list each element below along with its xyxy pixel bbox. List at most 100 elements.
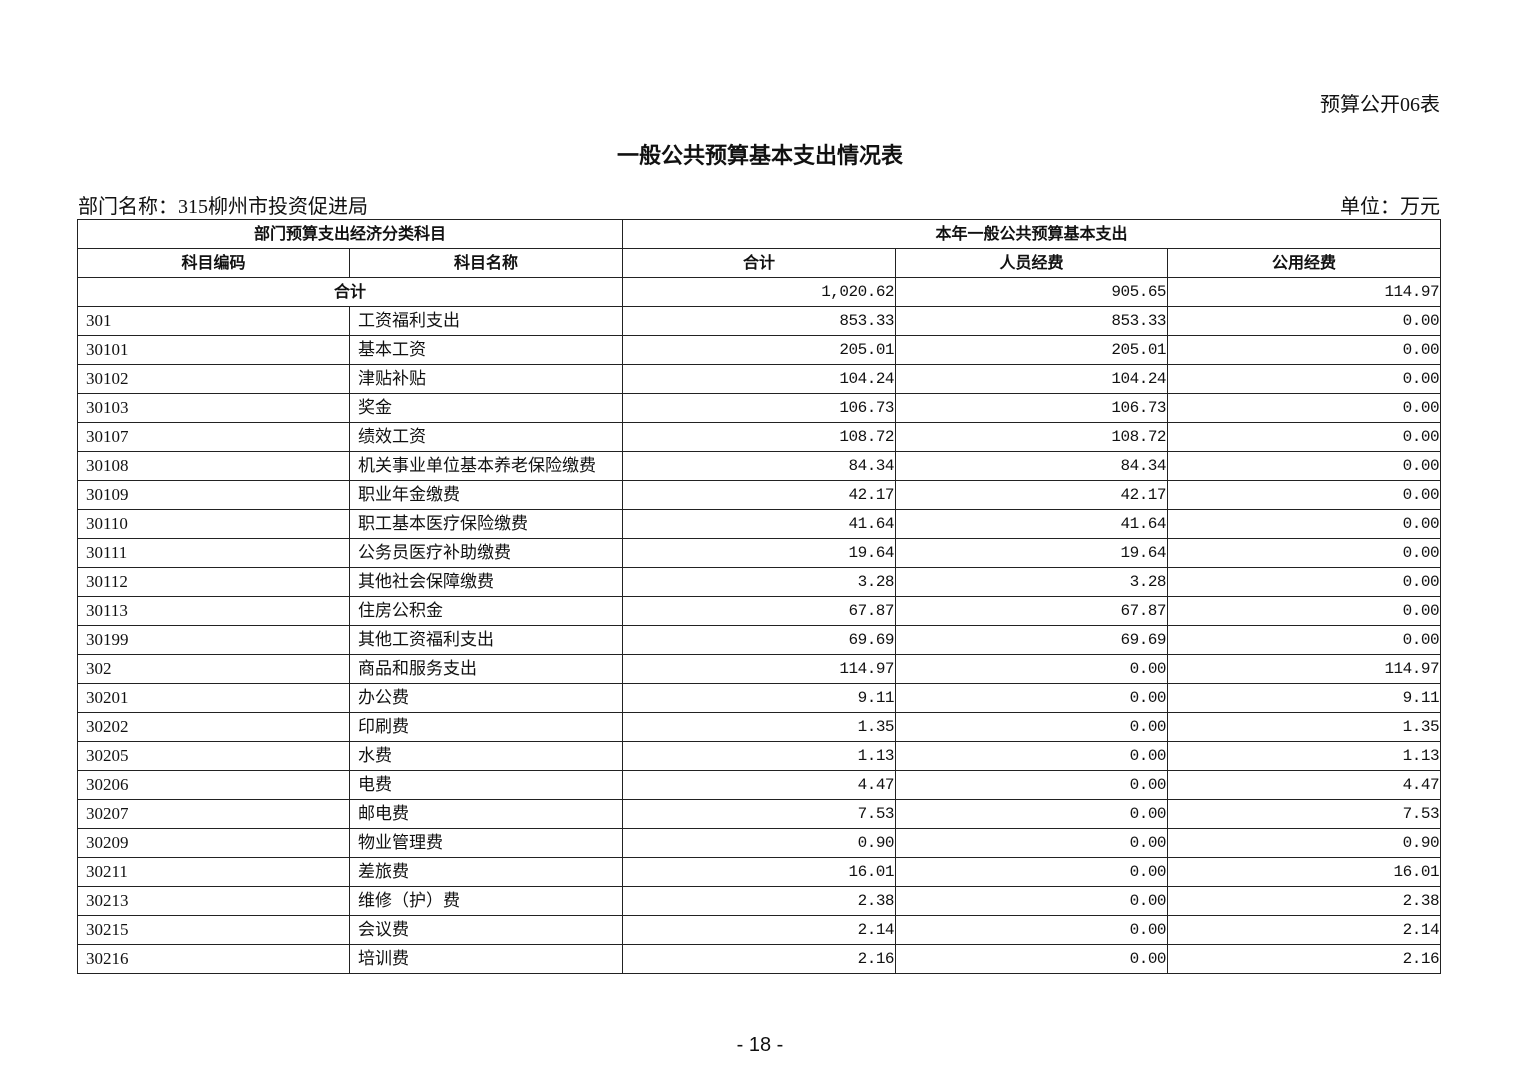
group-header-expenditure: 本年一般公共预算基本支出: [622, 219, 1442, 249]
row-public: 0.00: [1167, 393, 1442, 423]
row-total: 16.01: [622, 857, 897, 887]
row-code: 30201: [77, 683, 350, 713]
row-total: 84.34: [622, 451, 897, 481]
row-name: 职业年金缴费: [348, 480, 624, 510]
row-code: 30107: [77, 422, 350, 452]
table-row: 30112 其他社会保障缴费 3.28 3.28 0.00: [77, 567, 1442, 597]
table-row: 30108 机关事业单位基本养老保险缴费 84.34 84.34 0.00: [77, 451, 1442, 481]
row-public: 4.47: [1167, 770, 1442, 800]
total-total: 1,020.62: [622, 277, 897, 307]
total-personnel: 905.65: [895, 277, 1169, 307]
row-code: 30199: [77, 625, 350, 655]
unit-label: 单位：万元: [1340, 196, 1440, 218]
group-header-row: 部门预算支出经济分类科目 本年一般公共预算基本支出: [76, 219, 1442, 249]
table-row: 30113 住房公积金 67.87 67.87 0.00: [77, 596, 1442, 626]
row-total: 69.69: [622, 625, 897, 655]
row-personnel: 0.00: [895, 712, 1169, 742]
row-total: 2.14: [622, 915, 897, 945]
row-code: 30110: [77, 509, 350, 539]
row-code: 30109: [77, 480, 350, 510]
row-name: 差旅费: [348, 857, 624, 887]
table-row: 30211 差旅费 16.01 0.00 16.01: [77, 857, 1442, 887]
row-total: 2.38: [622, 886, 897, 916]
row-code: 301: [77, 306, 350, 336]
row-code: 302: [77, 654, 350, 684]
row-name: 基本工资: [348, 335, 624, 365]
column-header-code: 科目编码: [77, 248, 350, 278]
table-row: 30110 职工基本医疗保险缴费 41.64 41.64 0.00: [77, 509, 1442, 539]
row-personnel: 0.00: [895, 654, 1169, 684]
department-name: 部门名称：315柳州市投资促进局: [78, 196, 368, 218]
row-code: 30111: [77, 538, 350, 568]
row-name: 物业管理费: [348, 828, 624, 858]
row-name: 邮电费: [348, 799, 624, 829]
row-total: 2.16: [622, 944, 897, 974]
table-row: 30213 维修（护）费 2.38 0.00 2.38: [77, 886, 1442, 916]
page-number: - 18 -: [736, 1034, 784, 1056]
table-row: 30103 奖金 106.73 106.73 0.00: [77, 393, 1442, 423]
table-row: 30215 会议费 2.14 0.00 2.14: [77, 915, 1442, 945]
row-personnel: 19.64: [895, 538, 1169, 568]
form-number: 预算公开06表: [1320, 94, 1440, 116]
row-public: 2.38: [1167, 886, 1442, 916]
row-name: 奖金: [348, 393, 624, 423]
row-personnel: 853.33: [895, 306, 1169, 336]
table-row: 302 商品和服务支出 114.97 0.00 114.97: [77, 654, 1442, 684]
row-code: 30205: [77, 741, 350, 771]
row-name: 商品和服务支出: [348, 654, 624, 684]
row-personnel: 67.87: [895, 596, 1169, 626]
row-public: 1.13: [1167, 741, 1442, 771]
table-row: 30207 邮电费 7.53 0.00 7.53: [77, 799, 1442, 829]
row-personnel: 42.17: [895, 480, 1169, 510]
row-name: 住房公积金: [348, 596, 624, 626]
column-header-total: 合计: [622, 248, 897, 278]
row-personnel: 104.24: [895, 364, 1169, 394]
row-total: 42.17: [622, 480, 897, 510]
table-row: 30111 公务员医疗补助缴费 19.64 19.64 0.00: [77, 538, 1442, 568]
table-row: 30206 电费 4.47 0.00 4.47: [77, 770, 1442, 800]
row-total: 9.11: [622, 683, 897, 713]
row-name: 维修（护）费: [348, 886, 624, 916]
row-total: 67.87: [622, 596, 897, 626]
row-name: 培训费: [348, 944, 624, 974]
row-name: 水费: [348, 741, 624, 771]
table-row: 30209 物业管理费 0.90 0.00 0.90: [77, 828, 1442, 858]
row-public: 0.00: [1167, 364, 1442, 394]
row-code: 30103: [77, 393, 350, 423]
row-public: 0.00: [1167, 480, 1442, 510]
row-total: 108.72: [622, 422, 897, 452]
table-row: 30205 水费 1.13 0.00 1.13: [77, 741, 1442, 771]
row-personnel: 0.00: [895, 944, 1169, 974]
row-personnel: 0.00: [895, 857, 1169, 887]
row-personnel: 3.28: [895, 567, 1169, 597]
row-code: 30209: [77, 828, 350, 858]
row-code: 30113: [77, 596, 350, 626]
row-name: 机关事业单位基本养老保险缴费: [348, 451, 624, 481]
row-total: 4.47: [622, 770, 897, 800]
table-row: 30201 办公费 9.11 0.00 9.11: [77, 683, 1442, 713]
budget-table: 部门预算支出经济分类科目 本年一般公共预算基本支出 科目编码 科目名称 合计 人…: [76, 219, 1442, 974]
row-total: 106.73: [622, 393, 897, 423]
row-public: 1.35: [1167, 712, 1442, 742]
row-total: 853.33: [622, 306, 897, 336]
row-code: 30202: [77, 712, 350, 742]
row-public: 0.90: [1167, 828, 1442, 858]
row-total: 7.53: [622, 799, 897, 829]
page-title: 一般公共预算基本支出情况表: [616, 144, 903, 169]
row-code: 30207: [77, 799, 350, 829]
row-personnel: 69.69: [895, 625, 1169, 655]
row-public: 0.00: [1167, 538, 1442, 568]
row-name: 其他社会保障缴费: [348, 567, 624, 597]
table-row: 30102 津贴补贴 104.24 104.24 0.00: [77, 364, 1442, 394]
row-public: 2.16: [1167, 944, 1442, 974]
row-code: 30108: [77, 451, 350, 481]
row-name: 印刷费: [348, 712, 624, 742]
row-code: 30206: [77, 770, 350, 800]
row-personnel: 108.72: [895, 422, 1169, 452]
row-total: 205.01: [622, 335, 897, 365]
column-header-public: 公用经费: [1167, 248, 1442, 278]
row-code: 30215: [77, 915, 350, 945]
row-name: 职工基本医疗保险缴费: [348, 509, 624, 539]
row-name: 公务员医疗补助缴费: [348, 538, 624, 568]
row-personnel: 106.73: [895, 393, 1169, 423]
